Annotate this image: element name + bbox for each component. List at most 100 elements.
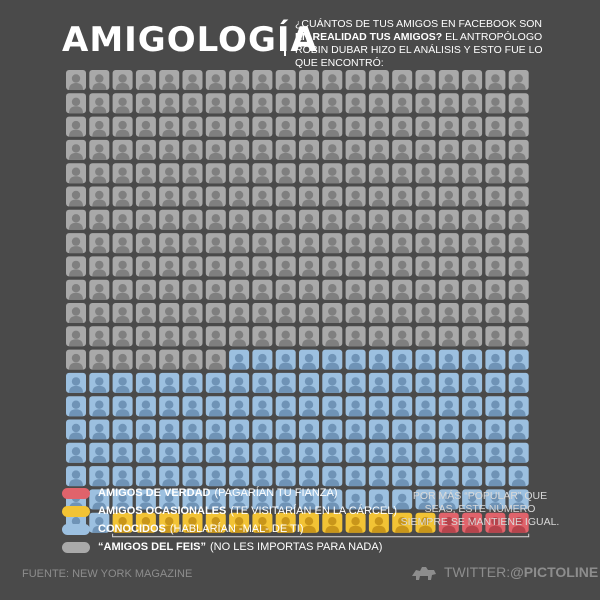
waffle-cell-conocidos xyxy=(299,489,319,510)
waffle-cell-feis xyxy=(392,163,413,184)
waffle-cell-feis xyxy=(368,209,389,230)
waffle-cell-feis xyxy=(415,209,436,230)
waffle-cell-feis xyxy=(508,186,529,207)
waffle-cell-conocidos xyxy=(508,466,529,487)
waffle-cell-feis xyxy=(415,186,436,207)
waffle-cell-conocidos xyxy=(438,489,459,510)
waffle-cell-feis xyxy=(112,186,133,207)
waffle-cell-feis xyxy=(345,256,366,277)
waffle-cell-conocidos xyxy=(392,489,413,510)
footnote: Por más “popular” que seas, este número … xyxy=(400,490,560,528)
waffle-cell-feis xyxy=(345,279,366,300)
waffle-cell-feis xyxy=(159,70,180,90)
waffle-cell-feis xyxy=(392,209,413,230)
legend-label-ocasionales: Amigos ocasionales xyxy=(98,505,227,517)
waffle-cell-feis xyxy=(438,209,459,230)
waffle-cell-feis xyxy=(112,233,133,254)
waffle-cell-feis xyxy=(229,279,250,300)
waffle-cell-conocidos xyxy=(462,466,483,487)
waffle-cell-feis xyxy=(275,209,296,230)
waffle-cell-feis xyxy=(89,139,110,160)
waffle-cell-conocidos xyxy=(229,466,250,487)
waffle-cell-conocidos xyxy=(159,466,180,487)
waffle-cell-feis xyxy=(508,209,529,230)
waffle-cell-feis xyxy=(368,326,389,347)
waffle-cell-feis xyxy=(392,70,413,90)
waffle-cell-conocidos xyxy=(89,489,110,510)
waffle-cell-feis xyxy=(345,93,366,114)
waffle-cell-feis xyxy=(438,233,459,254)
waffle-cell-feis xyxy=(299,70,319,90)
waffle-cell-conocidos xyxy=(322,349,343,370)
legend-item-conocidos: Conocidos (hablarían -mal- de ti) xyxy=(62,520,397,538)
waffle-cell-feis xyxy=(275,163,296,184)
waffle-cell-feis xyxy=(89,256,110,277)
waffle-cell-conocidos xyxy=(438,372,459,393)
waffle-cell-feis xyxy=(392,279,413,300)
waffle-cell-feis xyxy=(299,209,319,230)
waffle-cell-feis xyxy=(252,116,273,137)
waffle-cell-feis xyxy=(135,256,156,277)
waffle-cell-feis xyxy=(438,163,459,184)
waffle-cell-feis xyxy=(415,163,436,184)
waffle-cell-feis xyxy=(485,233,506,254)
waffle-cell-feis xyxy=(112,349,133,370)
waffle-cell-feis xyxy=(485,70,506,90)
brand-credit[interactable]: Twitter: @Pictoline xyxy=(410,562,598,582)
waffle-cell-conocidos xyxy=(485,442,506,463)
waffle-cell-feis xyxy=(299,303,319,323)
waffle-cell-ocasionales xyxy=(135,512,156,533)
waffle-cell-conocidos xyxy=(415,396,436,417)
waffle-cell-conocidos xyxy=(135,396,156,417)
waffle-cell-feis xyxy=(415,139,436,160)
waffle-cell-feis xyxy=(205,139,226,160)
waffle-cell-feis xyxy=(112,256,133,277)
waffle-cell-conocidos xyxy=(345,372,366,393)
waffle-cell-feis xyxy=(112,163,133,184)
waffle-cell-feis xyxy=(485,279,506,300)
legend-swatch-conocidos xyxy=(62,523,90,535)
waffle-cell-feis xyxy=(462,163,483,184)
waffle-cell-conocidos xyxy=(252,466,273,487)
waffle-cell-feis xyxy=(66,256,86,277)
waffle-cell-conocidos xyxy=(275,349,296,370)
waffle-cell-conocidos xyxy=(415,419,436,440)
credit-handle: @Pictoline xyxy=(510,564,599,580)
waffle-cell-conocidos xyxy=(182,372,203,393)
waffle-cell-conocidos xyxy=(368,466,389,487)
waffle-cell-feis xyxy=(275,139,296,160)
waffle-cell-conocidos xyxy=(229,349,250,370)
waffle-cell-feis xyxy=(345,303,366,323)
waffle-cell-feis xyxy=(182,139,203,160)
waffle-cell-feis xyxy=(462,186,483,207)
waffle-cell-feis xyxy=(322,279,343,300)
waffle-cell-feis xyxy=(135,233,156,254)
waffle-cell-feis xyxy=(275,93,296,114)
waffle-cell-conocidos xyxy=(368,489,389,510)
title-separator xyxy=(284,30,286,56)
page-title: AMIGOLOGÍA xyxy=(62,20,318,60)
legend-label-verdad: Amigos de verdad xyxy=(98,487,211,499)
waffle-cell-feis xyxy=(112,93,133,114)
waffle-cell-feis xyxy=(229,303,250,323)
legend-swatch-ocasionales xyxy=(62,505,90,517)
waffle-cell-conocidos xyxy=(345,442,366,463)
waffle-cell-feis xyxy=(159,139,180,160)
waffle-cell-feis xyxy=(182,349,203,370)
waffle-cell-conocidos xyxy=(368,372,389,393)
waffle-cell-feis xyxy=(485,93,506,114)
waffle-cell-feis xyxy=(415,256,436,277)
waffle-cell-conocidos xyxy=(182,396,203,417)
waffle-cell-conocidos xyxy=(368,442,389,463)
waffle-cell-feis xyxy=(182,303,203,323)
waffle-cell-feis xyxy=(508,163,529,184)
waffle-cell-feis xyxy=(368,116,389,137)
waffle-cell-conocidos xyxy=(252,489,273,510)
waffle-cell-feis xyxy=(66,303,86,323)
waffle-cell-feis xyxy=(508,139,529,160)
waffle-cell-ocasionales xyxy=(415,512,436,533)
waffle-cell-feis xyxy=(182,209,203,230)
waffle-cell-feis xyxy=(508,303,529,323)
waffle-cell-feis xyxy=(229,163,250,184)
waffle-cell-feis xyxy=(345,186,366,207)
